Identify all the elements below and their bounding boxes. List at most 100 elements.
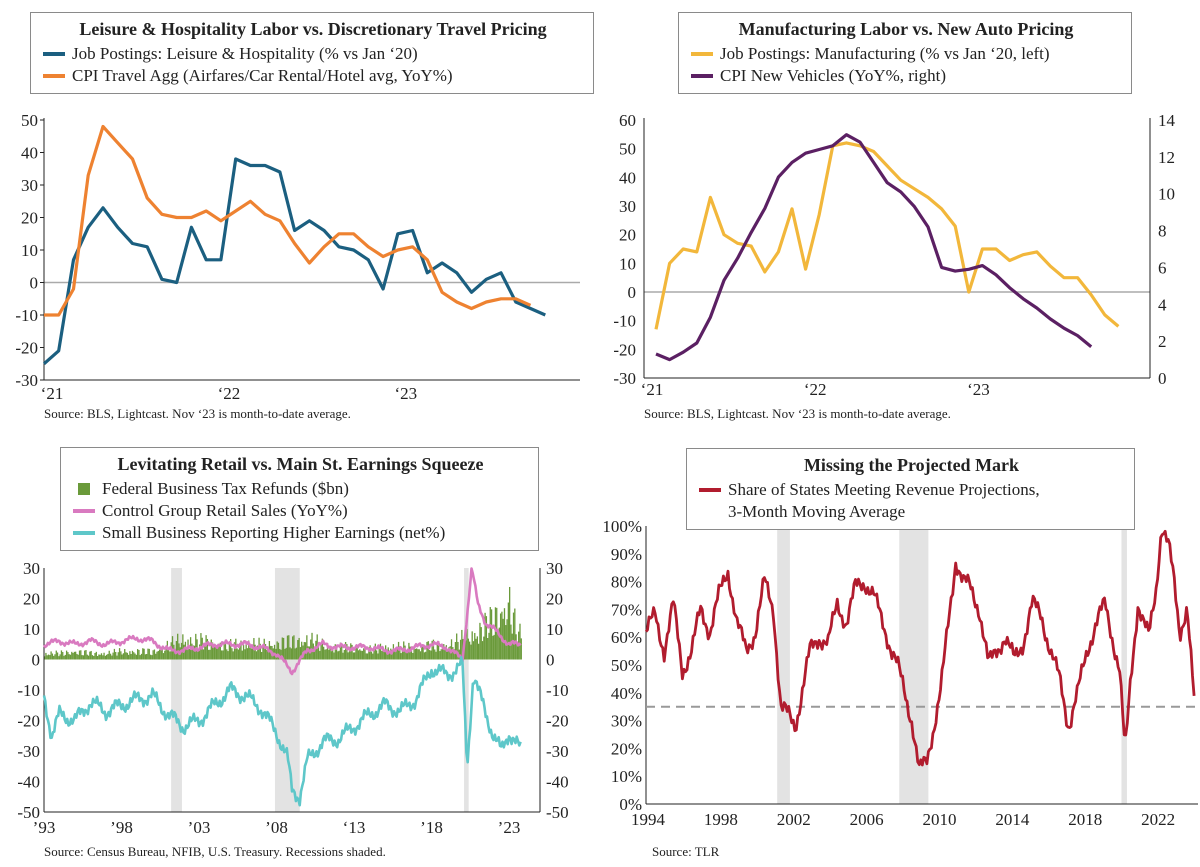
recession-band-2 (1121, 526, 1127, 804)
y-tick-label-left: -30 (17, 742, 40, 761)
refund-bar (285, 647, 287, 660)
refund-bar (109, 653, 112, 660)
x-tick-label: 2006 (850, 810, 884, 829)
legend-label: 3-Month Moving Average (728, 502, 906, 521)
refund-bar (54, 654, 56, 660)
refund-bar (432, 639, 435, 660)
refund-bar (121, 654, 123, 660)
refund-bar (465, 640, 467, 660)
refund-bar (490, 609, 493, 660)
legend-swatch (43, 52, 65, 56)
refund-bar (251, 645, 254, 660)
chart1-plot: -30 -20 -10 0 10 20 30 40 50 ‘21 ‘22 ‘23 (15, 111, 580, 403)
refund-bar (86, 654, 88, 660)
refund-bar (326, 642, 329, 660)
chart3-title: Levitating Retail vs. Main St. Earnings … (117, 454, 484, 474)
refund-bar (447, 651, 449, 660)
y-tick-label-left: -10 (613, 312, 636, 331)
series-line-2 (42, 656, 522, 807)
refund-bar (103, 652, 105, 660)
recession-band-2 (464, 568, 469, 812)
refund-bar (248, 640, 250, 660)
chart3-plot: -50 -40 -30 -20 -10 0 10 20 30 -50 -40 -30 -20 -10 0 10… (17, 559, 568, 837)
refund-bar (153, 649, 156, 660)
refund-bar (64, 654, 66, 660)
y-tick-label: 80% (611, 573, 642, 592)
refund-bar (72, 653, 74, 660)
refund-bar (496, 607, 498, 660)
refund-bar (439, 651, 441, 660)
refund-bar (139, 655, 141, 660)
refund-bar (453, 649, 455, 660)
refund-bar (339, 642, 342, 660)
refund-bar (494, 607, 497, 660)
refund-bar (507, 602, 510, 660)
y-tick-label: 0 (30, 274, 39, 293)
refund-bar (113, 648, 116, 660)
legend-swatch-spacer (699, 510, 721, 514)
refund-bar (467, 638, 469, 660)
refund-bar (60, 650, 63, 660)
refund-bar (399, 646, 401, 660)
refund-bar (421, 644, 423, 660)
refund-bar (520, 638, 522, 660)
refund-bar (164, 650, 166, 660)
refund-bar (58, 656, 60, 660)
refund-bar (262, 646, 264, 660)
refund-bar (193, 645, 196, 660)
refund-bar (233, 642, 236, 660)
refund-bar (129, 651, 131, 660)
refund-bar (143, 648, 145, 660)
refund-bar (406, 649, 409, 660)
y-tick-label-left: -40 (17, 773, 40, 792)
refund-bar (474, 632, 476, 660)
refund-bar (319, 650, 321, 660)
legend-label: Job Postings: Leisure & Hospitality (% v… (72, 44, 418, 63)
refund-bar (175, 641, 178, 660)
x-tick-label: ‘13 (343, 818, 366, 837)
series-line-0 (654, 141, 1120, 330)
refund-bar (85, 650, 87, 660)
refund-bar (466, 628, 468, 660)
refund-bar (377, 653, 379, 660)
chart1-legend-item-0: Job Postings: Leisure & Hospitality (% v… (43, 43, 583, 65)
chart3-legend-item-1: Control Group Retail Sales (YoY%) (73, 500, 528, 522)
refund-bar (259, 643, 262, 660)
recession-band-0 (777, 526, 790, 804)
legend-swatch (699, 488, 721, 492)
refund-bar (276, 641, 278, 660)
chart2-source: Source: BLS, Lightcast. Nov ‘23 is month… (644, 406, 951, 421)
refund-bar (368, 647, 370, 660)
refund-bar (492, 635, 494, 660)
refund-bar (456, 633, 458, 660)
refund-bar (264, 644, 267, 660)
chart4-legend-item-0: Share of States Meeting Revenue Projecti… (699, 479, 1124, 501)
refund-bar (313, 650, 316, 660)
refund-bar (412, 653, 414, 660)
refund-bar (215, 645, 218, 660)
refund-bar (220, 650, 223, 660)
refund-bar (294, 648, 296, 660)
refund-bar (217, 646, 219, 660)
refund-bar (396, 648, 398, 660)
legend-label: CPI Travel Agg (Airfares/Car Rental/Hote… (72, 66, 453, 85)
refund-bar (426, 641, 428, 660)
refund-bar (158, 649, 161, 660)
refund-bar (440, 649, 442, 660)
y-tick-label: 40 (21, 144, 38, 163)
y-tick-label: 20 (21, 209, 38, 228)
refund-bar (267, 649, 269, 660)
refund-bar (87, 655, 90, 660)
refund-bar (214, 647, 216, 660)
refund-bar (47, 654, 50, 660)
refund-bar (436, 642, 438, 660)
refund-bar (470, 644, 472, 660)
refund-bar (228, 641, 231, 660)
legend-label: Control Group Retail Sales (YoY%) (102, 501, 348, 520)
refund-bar (282, 637, 285, 660)
series-line-0 (42, 157, 546, 365)
refund-bar (428, 650, 431, 660)
y-tick-label: 30% (611, 712, 642, 731)
x-tick-label: ’23 (498, 818, 521, 837)
y-tick-label: 10% (611, 767, 642, 786)
